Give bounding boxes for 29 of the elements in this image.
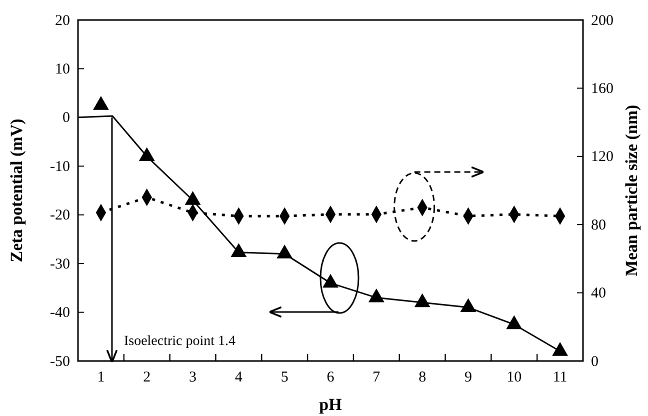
y-tick-label: -10 [50, 158, 70, 175]
x-tick-label: 11 [552, 370, 568, 386]
x-tick-label: 3 [189, 370, 197, 386]
x-tick-label: 6 [326, 370, 335, 386]
x-tick-label: 4 [234, 370, 243, 386]
y-tick-label: -50 [50, 354, 70, 370]
y2-tick-label: 120 [591, 149, 614, 166]
y2-axis-title: Mean particle size (nm) [622, 104, 641, 276]
y2-tick-label: 200 [591, 12, 614, 29]
x-tick-label: 8 [418, 370, 426, 386]
ref-line-label: Isoelectric point 1.4 [124, 334, 236, 349]
y-tick-label: -40 [50, 305, 70, 322]
y-tick-label: 0 [62, 110, 70, 126]
y-axis-title: Zeta potential (mV) [7, 118, 26, 262]
y-tick-label: -30 [50, 256, 70, 272]
x-tick-label: 5 [280, 370, 288, 386]
y-tick-label: -20 [50, 208, 70, 224]
x-tick-label: 7 [372, 370, 381, 386]
y2-tick-label: 0 [591, 354, 598, 370]
y-tick-label: 20 [55, 12, 70, 29]
x-tick-label: 1 [97, 370, 105, 386]
y2-tick-label: 160 [591, 81, 614, 97]
x-tick-label: 2 [143, 370, 151, 386]
x-axis-title: pH [319, 395, 342, 414]
x-tick-label: 9 [464, 370, 472, 386]
y2-tick-label: 40 [591, 286, 606, 302]
y-tick-label: 10 [55, 62, 70, 78]
y2-tick-label: 80 [591, 217, 606, 234]
x-tick-label: 10 [506, 370, 522, 386]
